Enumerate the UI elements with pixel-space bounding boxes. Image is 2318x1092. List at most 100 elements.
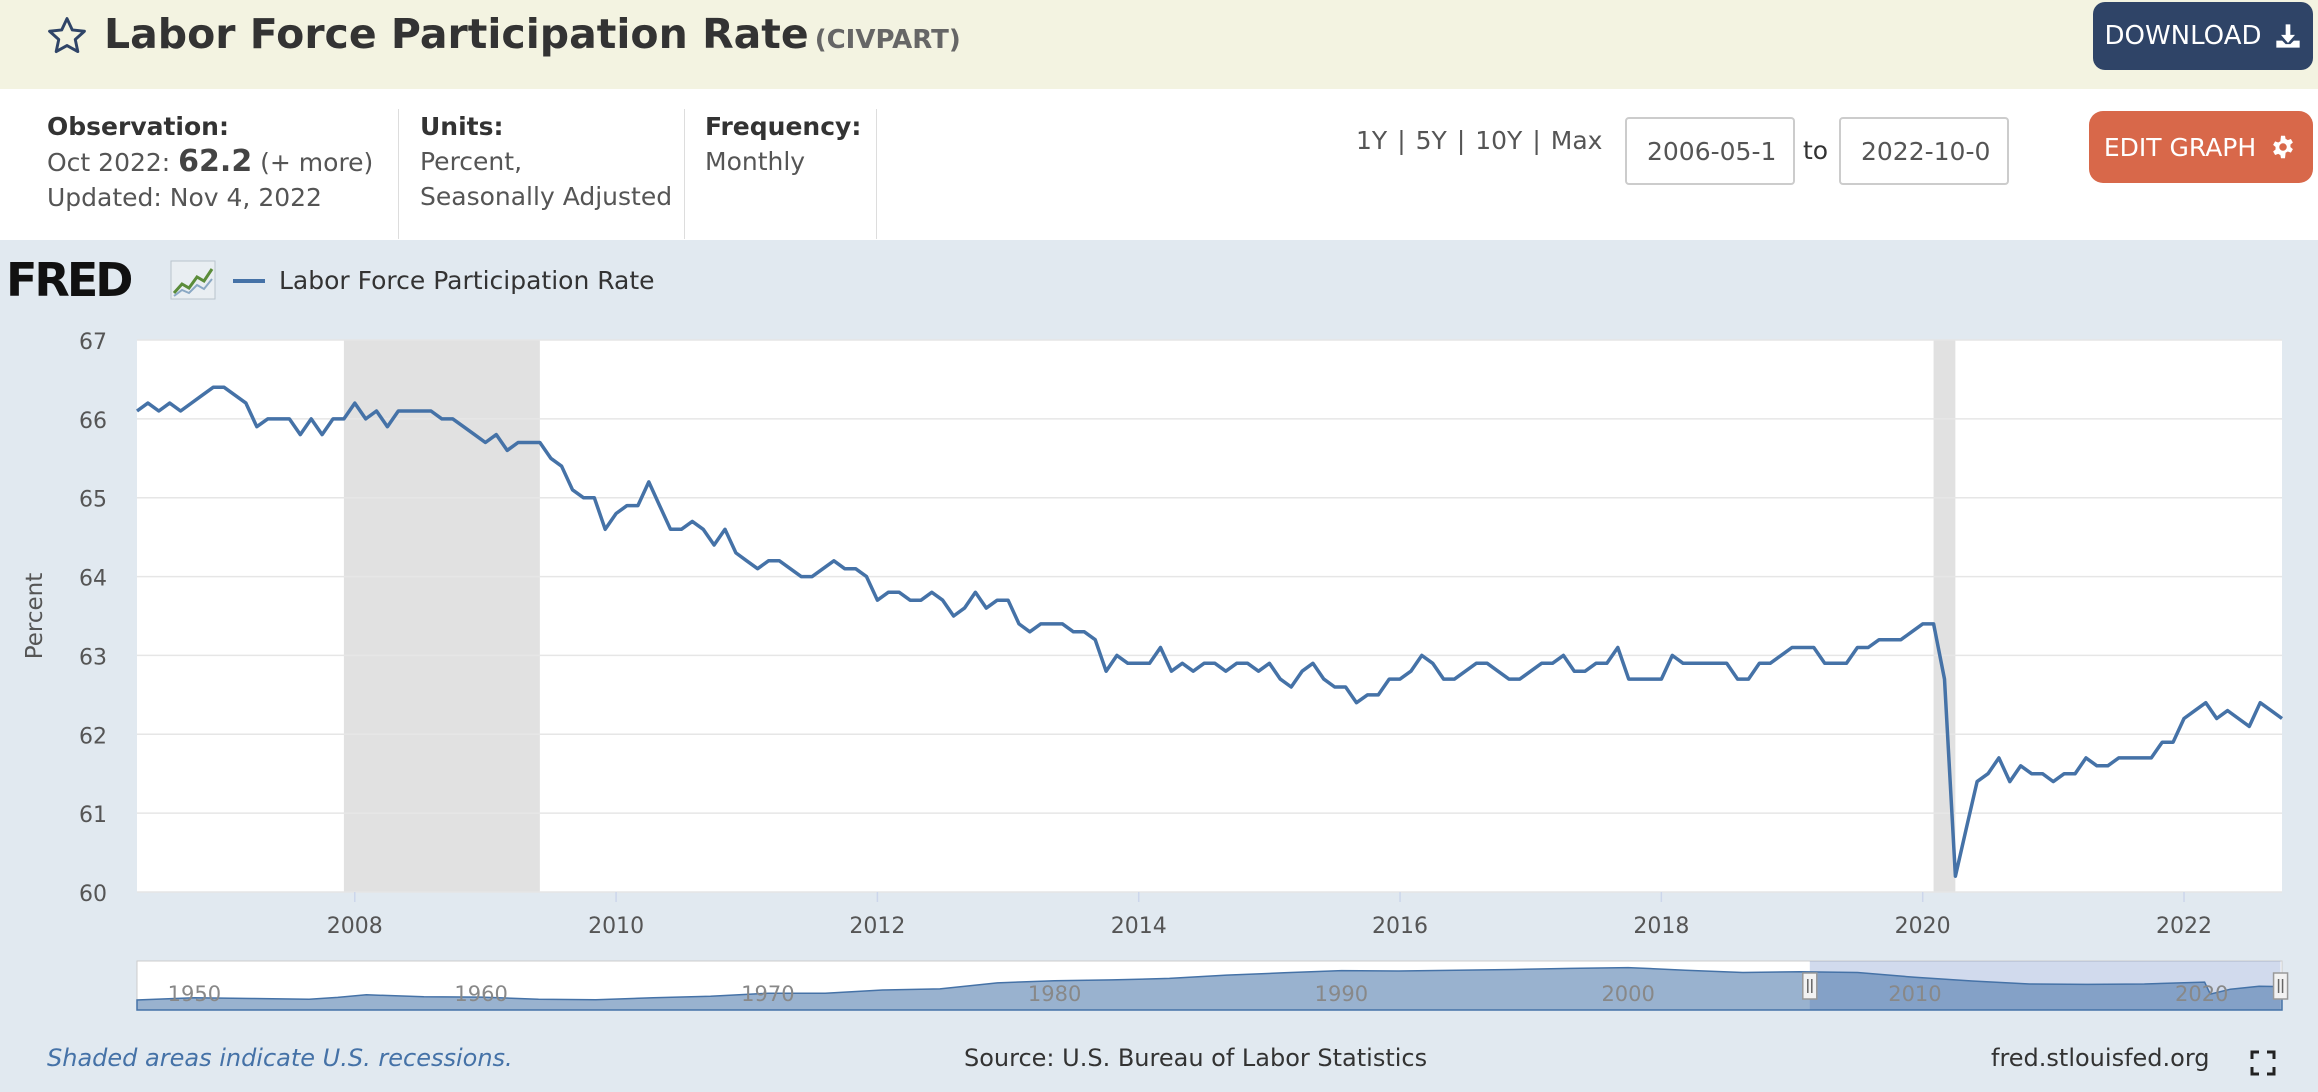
data-point — [1921, 622, 1925, 626]
data-point — [810, 575, 814, 579]
range-max-link[interactable]: Max — [1551, 126, 1603, 155]
download-label: DOWNLOAD — [2104, 21, 2261, 51]
data-point — [309, 417, 313, 421]
data-point — [2139, 756, 2143, 760]
data-point — [1322, 677, 1326, 681]
data-point — [756, 567, 760, 571]
data-point — [2149, 756, 2153, 760]
data-point — [1278, 677, 1282, 681]
data-point — [342, 417, 346, 421]
data-point — [385, 425, 389, 429]
data-point — [1714, 661, 1718, 665]
range-10y-link[interactable]: 10Y — [1475, 126, 1522, 155]
data-point — [331, 417, 335, 421]
data-point — [560, 464, 564, 468]
observation-more-link[interactable]: (+ more) — [260, 148, 373, 177]
data-point — [277, 417, 281, 421]
data-point — [1866, 646, 1870, 650]
y-tick-label: 63 — [79, 645, 107, 670]
data-point — [625, 504, 629, 508]
data-point — [429, 409, 433, 413]
x-tick-label: 2010 — [588, 914, 644, 939]
end-date-input[interactable]: 2022-10-0 — [1839, 117, 2009, 185]
updated-date: Updated: Nov 4, 2022 — [47, 180, 373, 215]
recession-note: Shaded areas indicate U.S. recessions. — [47, 1044, 513, 1072]
data-point — [1932, 622, 1936, 626]
x-tick-label: 2022 — [2156, 914, 2212, 939]
data-point — [2117, 756, 2121, 760]
data-point — [2182, 717, 2186, 721]
data-point — [1736, 677, 1740, 681]
x-tick-label: 2008 — [327, 914, 383, 939]
data-point — [636, 504, 640, 508]
x-tick-label: 2020 — [1895, 914, 1951, 939]
start-date-input[interactable]: 2006-05-1 — [1625, 117, 1795, 185]
data-point — [1561, 653, 1565, 657]
data-point — [516, 441, 520, 445]
data-point — [712, 543, 716, 547]
site-link[interactable]: fred.stlouisfed.org — [1991, 1044, 2210, 1072]
data-point — [1126, 661, 1130, 665]
to-label: to — [1803, 136, 1828, 165]
data-point — [1104, 669, 1108, 673]
star-icon[interactable] — [45, 14, 89, 58]
data-point — [973, 590, 977, 594]
y-tick-label: 66 — [79, 409, 107, 434]
data-point — [2051, 780, 2055, 784]
data-point — [2247, 724, 2251, 728]
data-point — [1877, 638, 1881, 642]
range-5y-link[interactable]: 5Y — [1416, 126, 1447, 155]
data-point — [1093, 638, 1097, 642]
data-point — [244, 401, 248, 405]
data-point — [2269, 709, 2273, 713]
data-point — [1551, 661, 1555, 665]
data-point — [1006, 598, 1010, 602]
data-point — [2008, 780, 2012, 784]
data-point — [1616, 646, 1620, 650]
data-point — [1507, 677, 1511, 681]
data-point — [1365, 693, 1369, 697]
data-point — [1061, 622, 1065, 626]
data-point — [1463, 669, 1467, 673]
data-point — [581, 496, 585, 500]
y-tick-label: 64 — [79, 567, 107, 592]
edit-graph-button[interactable]: EDIT GRAPH — [2089, 111, 2313, 183]
data-point — [1431, 661, 1435, 665]
data-point — [320, 433, 324, 437]
data-point — [865, 575, 869, 579]
data-point — [1801, 646, 1805, 650]
data-point — [647, 480, 651, 484]
data-point — [963, 606, 967, 610]
y-tick-label: 60 — [79, 882, 107, 907]
data-point — [592, 496, 596, 500]
data-point — [1344, 685, 1348, 689]
data-point — [1355, 701, 1359, 705]
fred-logo[interactable]: FRED — [6, 253, 130, 307]
data-point — [1692, 661, 1696, 665]
data-point — [995, 598, 999, 602]
chart-legend: Labor Force Participation Rate — [233, 266, 655, 295]
data-point — [146, 401, 150, 405]
observation-date: Oct 2022: — [47, 148, 170, 177]
title-bar: Labor Force Participation Rate (CIVPART) … — [0, 0, 2318, 89]
data-point — [440, 417, 444, 421]
line-chart[interactable]: 60 61 62 63 64 65 66 67 2008 2010 2012 2014 2016 2018… — [0, 320, 2318, 1020]
data-point — [2084, 756, 2088, 760]
data-point — [777, 559, 781, 563]
download-button[interactable]: DOWNLOAD — [2093, 2, 2313, 70]
navigator-tick-label: 1960 — [454, 982, 507, 1006]
navigator-handle-left[interactable] — [1803, 973, 1817, 999]
data-point — [1137, 661, 1141, 665]
data-point — [799, 575, 803, 579]
data-point — [919, 598, 923, 602]
data-point — [418, 409, 422, 413]
fullscreen-icon[interactable] — [2250, 1050, 2276, 1076]
range-1y-link[interactable]: 1Y — [1356, 126, 1387, 155]
data-point — [266, 417, 270, 421]
data-point — [1453, 677, 1457, 681]
data-point — [886, 590, 890, 594]
data-point — [1180, 661, 1184, 665]
frequency-value: Monthly — [705, 144, 861, 179]
navigator-handle-right[interactable] — [2274, 973, 2288, 999]
data-point — [1442, 677, 1446, 681]
